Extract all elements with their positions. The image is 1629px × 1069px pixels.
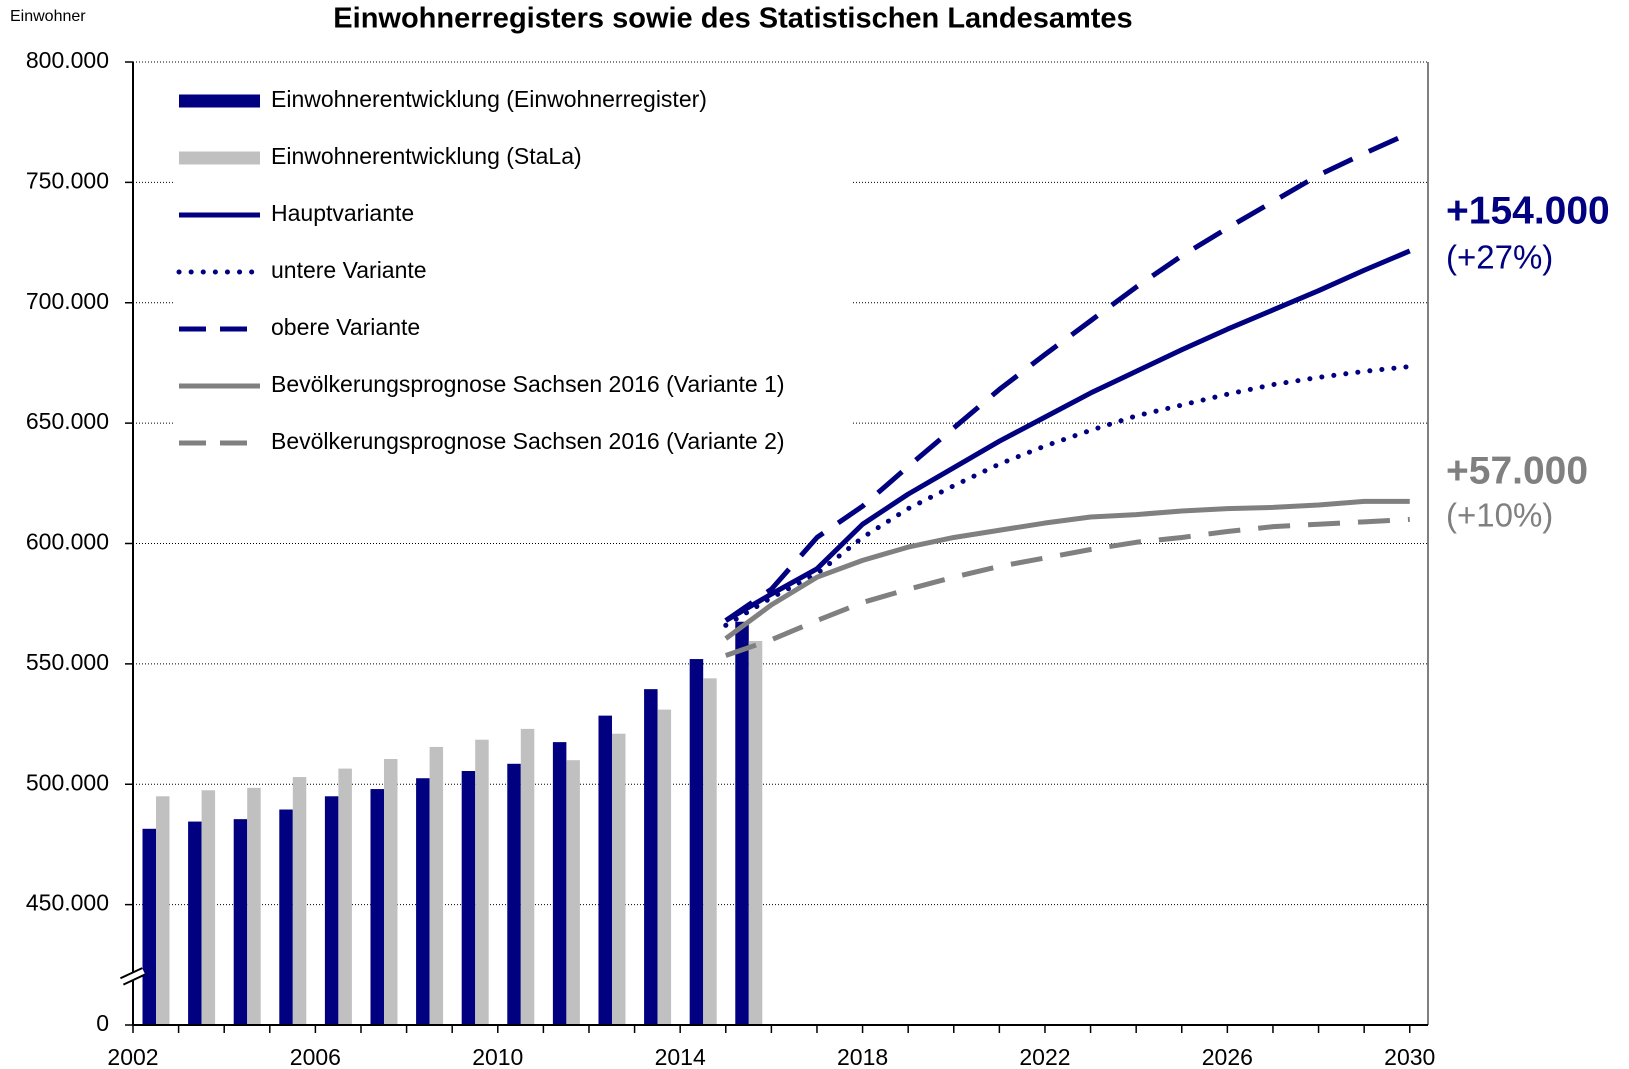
bar bbox=[461, 771, 476, 1025]
bar bbox=[507, 763, 521, 1025]
y-axis-label: Einwohner bbox=[10, 8, 86, 25]
y-tick-label: 500.000 bbox=[26, 769, 109, 795]
chart-title: Einwohnerregisters sowie des Statistisch… bbox=[333, 3, 1132, 35]
bar bbox=[156, 796, 170, 1025]
bar bbox=[292, 777, 307, 1025]
annotation: +57.000 bbox=[1446, 449, 1588, 492]
bar bbox=[520, 728, 535, 1025]
x-tick-label: 2022 bbox=[1019, 1044, 1070, 1069]
x-tick-label: 2026 bbox=[1202, 1044, 1253, 1069]
legend-label: Hauptvariante bbox=[271, 200, 414, 226]
bar bbox=[324, 796, 339, 1025]
y-tick-label: 550.000 bbox=[26, 649, 109, 675]
bar bbox=[657, 709, 672, 1025]
legend-swatch bbox=[179, 151, 260, 165]
line bbox=[724, 248, 1411, 623]
legend-background bbox=[173, 78, 853, 464]
bar bbox=[735, 621, 749, 1025]
annotation: (+10%) bbox=[1446, 497, 1553, 534]
legend-label: Bevölkerungsprognose Sachsen 2016 (Varia… bbox=[271, 371, 785, 397]
line bbox=[724, 516, 1410, 658]
bar bbox=[703, 678, 717, 1025]
line bbox=[724, 130, 1411, 623]
y-tick-label: 450.000 bbox=[26, 890, 109, 916]
bar bbox=[233, 819, 248, 1025]
bar bbox=[552, 742, 567, 1025]
legend-item: Hauptvariante bbox=[179, 200, 414, 226]
bar bbox=[429, 746, 444, 1025]
line bbox=[723, 364, 1413, 628]
legend-item: Bevölkerungsprognose Sachsen 2016 (Varia… bbox=[179, 428, 785, 454]
axis-break bbox=[122, 973, 146, 986]
bar bbox=[689, 659, 704, 1025]
legend-label: Bevölkerungsprognose Sachsen 2016 (Varia… bbox=[271, 428, 785, 454]
x-tick-label: 2030 bbox=[1384, 1044, 1435, 1069]
legend-label: obere Variante bbox=[271, 314, 420, 340]
axis-break bbox=[120, 967, 143, 980]
y-tick-label: 600.000 bbox=[26, 529, 109, 555]
x-tick-label: 2014 bbox=[655, 1044, 706, 1069]
bar bbox=[611, 733, 626, 1025]
legend-swatch bbox=[179, 94, 260, 108]
bar bbox=[370, 789, 384, 1025]
bar bbox=[142, 828, 156, 1025]
legend-label: Einwohnerentwicklung (StaLa) bbox=[271, 143, 582, 169]
legend-label: Einwohnerentwicklung (Einwohnerregister) bbox=[271, 86, 707, 112]
y-tick-label: 0 bbox=[96, 1010, 109, 1036]
legend-item: Bevölkerungsprognose Sachsen 2016 (Varia… bbox=[179, 371, 785, 397]
bar bbox=[598, 715, 612, 1025]
x-tick-label: 2006 bbox=[290, 1044, 341, 1069]
bar bbox=[201, 790, 216, 1025]
legend-item: untere Variante bbox=[176, 257, 427, 283]
x-tick-label: 2010 bbox=[472, 1044, 523, 1069]
legend-item: Einwohnerentwicklung (StaLa) bbox=[179, 143, 582, 169]
bar bbox=[338, 768, 352, 1025]
y-tick-label: 800.000 bbox=[26, 47, 109, 73]
legend-label: untere Variante bbox=[271, 257, 427, 283]
legend-item: Einwohnerentwicklung (Einwohnerregister) bbox=[179, 86, 707, 112]
bar bbox=[247, 787, 261, 1025]
bar bbox=[566, 760, 580, 1025]
bar bbox=[383, 758, 398, 1025]
line bbox=[724, 498, 1410, 641]
bar bbox=[644, 689, 658, 1025]
legend-item: obere Variante bbox=[179, 314, 420, 340]
bar bbox=[748, 641, 763, 1025]
annotation: +154.000 bbox=[1446, 189, 1610, 232]
annotation: (+27%) bbox=[1446, 239, 1553, 276]
y-tick-label: 700.000 bbox=[26, 288, 109, 314]
axis-break-gap bbox=[120, 968, 146, 985]
bar bbox=[279, 809, 293, 1025]
y-tick-label: 750.000 bbox=[26, 167, 109, 193]
bar bbox=[188, 821, 202, 1025]
bar bbox=[475, 739, 489, 1025]
y-tick-label: 650.000 bbox=[26, 408, 109, 434]
x-tick-label: 2002 bbox=[107, 1044, 158, 1069]
bar bbox=[416, 778, 430, 1025]
x-tick-label: 2018 bbox=[837, 1044, 888, 1069]
